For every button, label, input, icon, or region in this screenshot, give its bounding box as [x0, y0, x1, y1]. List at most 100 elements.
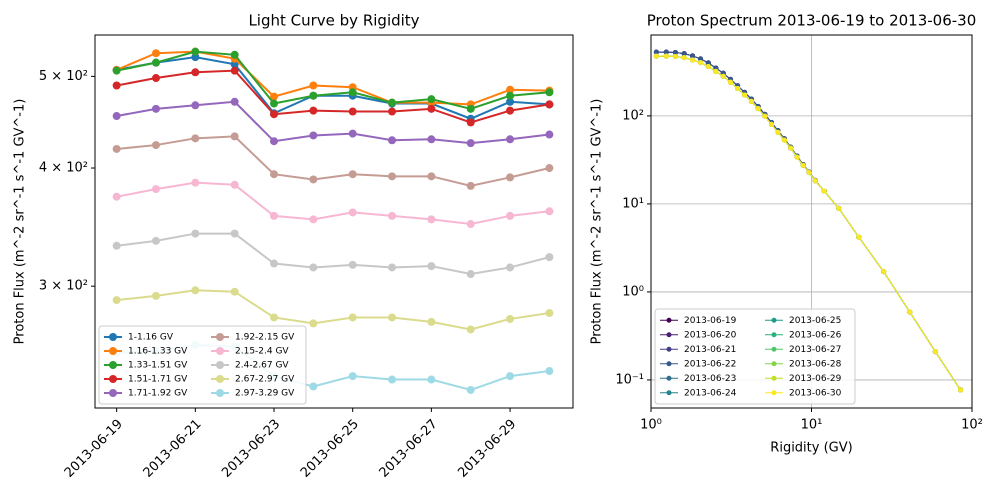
data-point — [506, 211, 515, 220]
data-point — [705, 60, 711, 66]
series-line — [116, 181, 550, 226]
x-tick-label: 10² — [961, 418, 983, 433]
data-point — [672, 53, 678, 59]
legend-label: 2013-06-20 — [684, 330, 737, 340]
y-axis-label: Proton Flux (m^-2 sr^-1 s^-1 GV^-1) — [590, 99, 605, 345]
data-point — [151, 49, 160, 58]
legend-box — [98, 325, 307, 405]
series-line — [116, 56, 550, 120]
data-point — [466, 118, 475, 127]
y-axis-label: Proton Flux (m^-2 sr^-1 s^-1 GV^-1) — [13, 99, 28, 345]
y-tick-label: 10⁰ — [622, 284, 644, 299]
data-point — [427, 375, 436, 384]
data-point — [151, 104, 160, 113]
data-point — [545, 253, 554, 262]
data-point — [427, 95, 436, 104]
legend-label: 1-1.16 GV — [128, 333, 174, 343]
data-point — [191, 68, 200, 77]
data-point — [151, 291, 160, 300]
data-point — [270, 110, 279, 119]
series-line — [116, 100, 550, 145]
data-point — [388, 375, 397, 384]
y-tick-label: 4 × 10² — [39, 161, 88, 176]
data-point — [230, 97, 239, 106]
data-point — [466, 181, 475, 190]
data-point — [151, 141, 160, 150]
data-point — [309, 91, 318, 100]
data-point — [270, 137, 279, 146]
legend-label: 2013-06-25 — [789, 316, 841, 326]
data-point — [681, 51, 687, 57]
data-point — [230, 132, 239, 141]
data-point — [348, 88, 357, 97]
data-point — [800, 162, 806, 168]
data-point — [781, 137, 787, 143]
data-point — [506, 173, 515, 182]
chart-title: Light Curve by Rigidity — [248, 12, 419, 30]
legend-label: 1.16-1.33 GV — [128, 347, 188, 357]
data-point — [309, 215, 318, 224]
data-point — [230, 180, 239, 189]
legend-marker — [771, 361, 777, 367]
data-point — [466, 385, 475, 394]
series-line — [116, 69, 550, 124]
data-point — [506, 263, 515, 272]
data-point — [388, 107, 397, 116]
plot-frame — [94, 34, 574, 409]
data-point — [788, 145, 794, 151]
data-point — [427, 172, 436, 181]
data-point — [348, 208, 357, 217]
subplot: 10⁰ 10¹ 10² 10⁻¹ 10⁰ 10¹ 10² Proton Spectrum 20… — [590, 12, 983, 456]
data-point — [545, 100, 554, 109]
legend-label: 1.71-1.92 GV — [128, 389, 188, 399]
data-point — [427, 135, 436, 144]
legend-marker — [216, 389, 224, 397]
legend-marker — [771, 332, 777, 338]
y-tick-label: 3 × 10² — [39, 279, 88, 294]
data-point — [690, 57, 696, 63]
data-point — [545, 367, 554, 376]
data-point — [728, 79, 734, 85]
y-tick-label: 10² — [622, 108, 644, 123]
series-line — [116, 135, 550, 187]
legend-marker — [771, 390, 777, 396]
data-point — [270, 259, 279, 268]
data-point — [112, 66, 121, 75]
data-point — [663, 49, 669, 55]
data-point — [545, 309, 554, 318]
data-point — [775, 129, 781, 135]
data-point — [769, 121, 775, 127]
data-point — [388, 313, 397, 322]
data-point — [698, 60, 704, 66]
data-point — [151, 58, 160, 67]
data-point — [270, 92, 279, 101]
legend-marker — [109, 361, 117, 369]
data-point — [427, 262, 436, 271]
data-point — [427, 215, 436, 224]
legend-label: 2013-06-21 — [684, 345, 736, 355]
data-point — [191, 178, 200, 187]
data-point — [466, 139, 475, 148]
data-point — [270, 170, 279, 179]
data-point — [907, 309, 913, 315]
data-point — [270, 313, 279, 322]
data-point — [713, 68, 719, 74]
legend-marker — [666, 317, 672, 323]
chart-title: Proton Spectrum 2013-06-19 to 2013-06-30 — [647, 12, 977, 30]
data-point — [388, 98, 397, 107]
data-point — [112, 296, 121, 305]
data-point — [755, 106, 761, 112]
data-point — [388, 211, 397, 220]
data-point — [821, 188, 827, 194]
data-point — [545, 207, 554, 216]
data-point — [506, 97, 515, 106]
data-point — [653, 53, 659, 59]
data-point — [191, 229, 200, 238]
legend-marker — [109, 375, 117, 383]
data-point — [270, 211, 279, 220]
plot-frame — [650, 34, 973, 409]
data-point — [748, 98, 754, 104]
data-point — [545, 164, 554, 173]
legend-label: 1.51-1.71 GV — [128, 375, 188, 385]
data-point — [958, 387, 964, 393]
